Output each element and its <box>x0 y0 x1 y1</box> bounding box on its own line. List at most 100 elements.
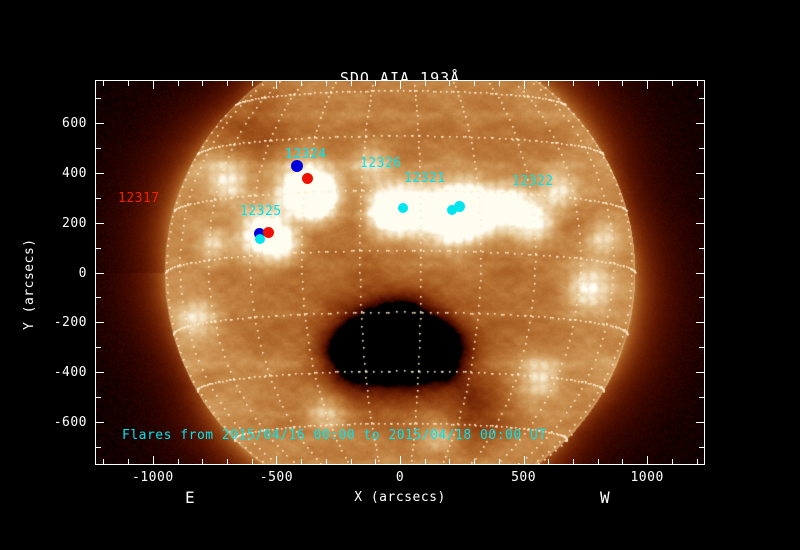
y-major-tick <box>96 173 104 174</box>
solar-disk-image <box>96 81 704 464</box>
y-minor-tick-right <box>699 397 704 398</box>
y-minor-tick-right <box>699 248 704 249</box>
x-minor-tick <box>252 459 253 464</box>
flare-marker <box>262 226 274 238</box>
x-minor-tick-top <box>326 81 327 86</box>
flare-marker <box>253 227 265 239</box>
x-minor-tick <box>128 459 129 464</box>
flare-marker <box>291 160 303 172</box>
y-minor-tick <box>96 397 101 398</box>
x-major-tick-top <box>524 81 525 89</box>
x-minor-tick-top <box>103 81 104 86</box>
x-tick-label: 0 <box>395 470 405 485</box>
x-minor-tick-top <box>672 81 673 86</box>
y-major-tick-right <box>696 372 704 373</box>
x-minor-tick <box>672 459 673 464</box>
y-major-tick <box>96 422 104 423</box>
x-minor-tick <box>499 459 500 464</box>
y-tick-label: -200 <box>53 315 87 331</box>
y-tick-label: -600 <box>53 414 87 430</box>
plot-area <box>95 80 705 465</box>
x-major-tick <box>524 456 525 464</box>
active-region-label: 12321 <box>404 171 446 186</box>
y-minor-tick <box>96 447 101 448</box>
active-region-label: 12322 <box>512 174 554 189</box>
x-minor-tick-top <box>375 81 376 86</box>
x-minor-tick <box>326 459 327 464</box>
x-minor-tick <box>227 459 228 464</box>
x-minor-tick-top <box>499 81 500 86</box>
y-major-tick-right <box>696 173 704 174</box>
y-minor-tick <box>96 148 101 149</box>
x-minor-tick-top <box>425 81 426 86</box>
active-region-label: 12324 <box>285 147 327 162</box>
x-major-tick-top <box>276 81 277 89</box>
y-minor-tick-right <box>699 297 704 298</box>
x-minor-tick <box>697 459 698 464</box>
x-minor-tick-top <box>128 81 129 86</box>
x-minor-tick <box>598 459 599 464</box>
y-major-tick-right <box>696 223 704 224</box>
x-minor-tick <box>449 459 450 464</box>
x-tick-label: 1000 <box>630 470 664 485</box>
y-minor-tick <box>96 248 101 249</box>
y-tick-label: 400 <box>62 166 87 182</box>
x-minor-tick-top <box>449 81 450 86</box>
y-tick-label: 0 <box>78 265 87 281</box>
x-minor-tick <box>178 459 179 464</box>
west-direction-label: W <box>600 488 611 507</box>
y-axis-title: Y (arcsecs) <box>22 238 37 330</box>
y-minor-tick <box>96 347 101 348</box>
x-major-tick-top <box>153 81 154 89</box>
active-region-label: 12317 <box>118 191 160 206</box>
y-major-tick-right <box>696 123 704 124</box>
y-tick-label: 600 <box>62 116 87 132</box>
y-major-tick <box>96 322 104 323</box>
x-minor-tick <box>425 459 426 464</box>
x-minor-tick-top <box>202 81 203 86</box>
x-minor-tick-top <box>548 81 549 86</box>
y-major-tick-right <box>696 422 704 423</box>
x-minor-tick-top <box>598 81 599 86</box>
x-minor-tick-top <box>474 81 475 86</box>
y-major-tick-right <box>696 322 704 323</box>
x-minor-tick <box>202 459 203 464</box>
active-region-label: 12325 <box>240 204 282 219</box>
x-minor-tick <box>351 459 352 464</box>
x-tick-label: 500 <box>511 470 537 485</box>
y-tick-label: -400 <box>53 364 87 380</box>
y-major-tick <box>96 123 104 124</box>
y-major-tick <box>96 223 104 224</box>
x-major-tick <box>276 456 277 464</box>
x-minor-tick-top <box>301 81 302 86</box>
flare-marker <box>447 205 457 215</box>
x-minor-tick <box>573 459 574 464</box>
east-direction-label: E <box>185 488 196 507</box>
x-minor-tick <box>103 459 104 464</box>
x-minor-tick <box>375 459 376 464</box>
x-tick-label: -1000 <box>132 470 174 485</box>
x-minor-tick <box>548 459 549 464</box>
y-minor-tick <box>96 297 101 298</box>
x-major-tick <box>153 456 154 464</box>
x-major-tick <box>400 456 401 464</box>
flare-marker <box>398 203 408 213</box>
x-minor-tick-top <box>252 81 253 86</box>
x-minor-tick <box>301 459 302 464</box>
active-region-label: 12326 <box>360 156 402 171</box>
y-minor-tick-right <box>699 198 704 199</box>
x-minor-tick-top <box>227 81 228 86</box>
x-minor-tick-top <box>622 81 623 86</box>
y-tick-label: 200 <box>62 215 87 231</box>
x-tick-label: -500 <box>259 470 294 485</box>
x-major-tick-top <box>400 81 401 89</box>
x-minor-tick-top <box>573 81 574 86</box>
x-minor-tick <box>474 459 475 464</box>
flare-marker <box>301 172 313 184</box>
flare-marker <box>453 200 465 212</box>
x-minor-tick-top <box>178 81 179 86</box>
y-major-tick <box>96 372 104 373</box>
flare-marker <box>255 234 265 244</box>
x-minor-tick <box>622 459 623 464</box>
